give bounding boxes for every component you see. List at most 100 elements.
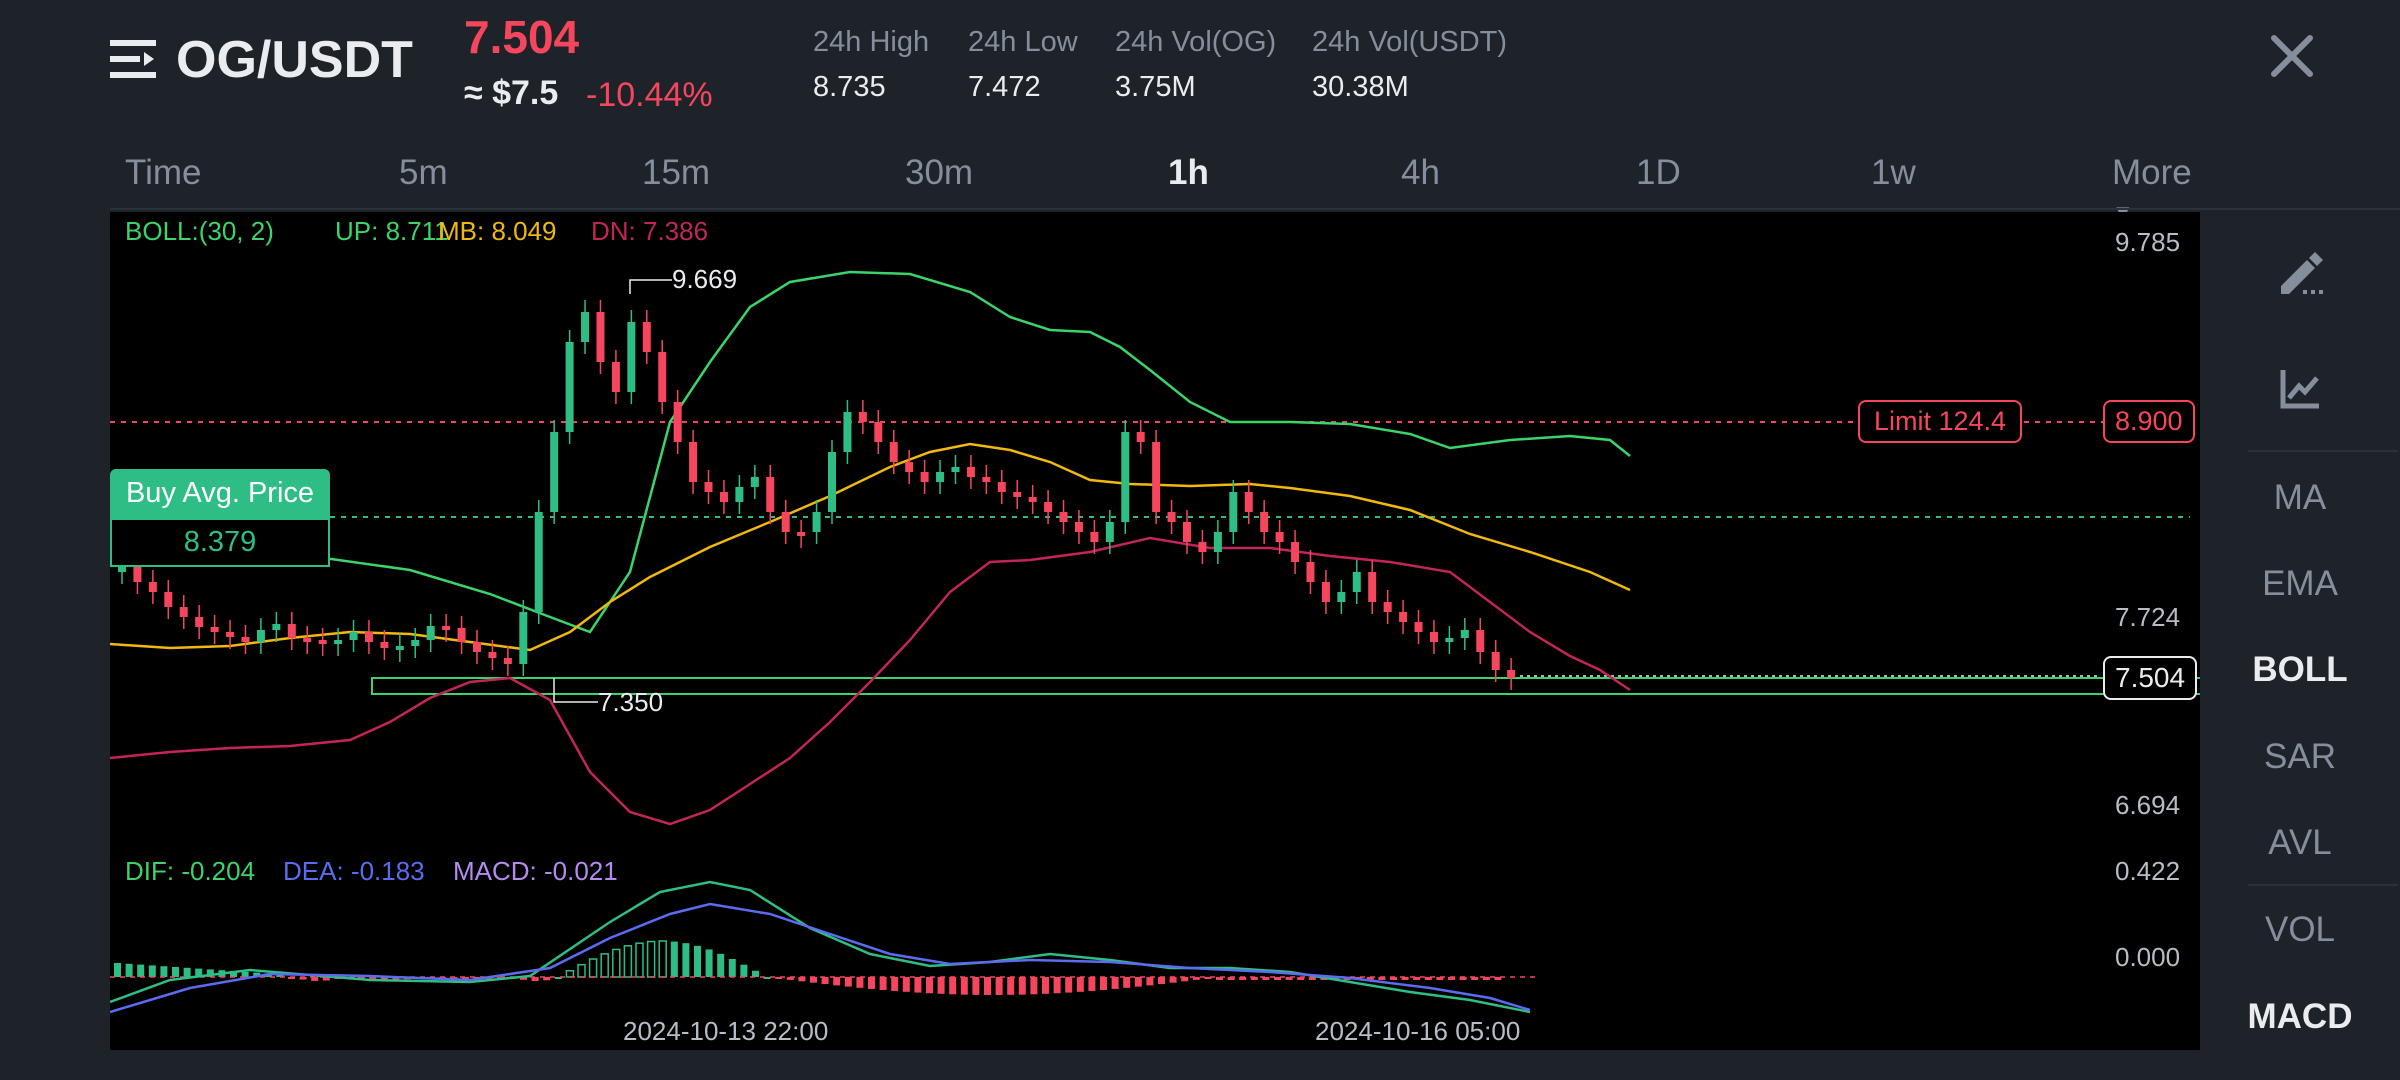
macd-bar [1239, 977, 1247, 980]
candle-body [642, 322, 651, 352]
tab-1w[interactable]: 1w [1871, 153, 1916, 192]
macd-bar [1366, 977, 1374, 980]
indicator-chart-icon[interactable] [2273, 362, 2327, 416]
sidebar-item-sar[interactable]: SAR [2264, 737, 2336, 776]
candle-body [534, 512, 543, 612]
candle-body [1291, 542, 1300, 562]
tab-4h[interactable]: 4h [1401, 153, 1440, 192]
high-price-marker: 9.669 [672, 264, 738, 294]
candle-body [442, 626, 451, 630]
trading-pair-title[interactable]: OG/USDT [176, 31, 413, 89]
candlestick-chart[interactable]: BOLL:(30, 2) UP: 8.711 MB: 8.049 DN: 7.3… [110, 212, 2200, 1050]
macd-axis-label: 0.422 [2115, 856, 2181, 886]
candle-body [1167, 512, 1176, 522]
macd-bar [868, 977, 875, 989]
tab-time[interactable]: Time [125, 153, 202, 192]
tab-1h[interactable]: 1h [1168, 153, 1209, 192]
time-axis-label: 2024-10-16 05:00 [1315, 1016, 1521, 1046]
candle-body [704, 482, 713, 492]
macd-bar [137, 964, 145, 977]
candle-body [241, 637, 250, 642]
macd-bar [902, 977, 910, 992]
stat-value: 8.735 [813, 71, 886, 103]
close-icon[interactable] [2266, 30, 2318, 82]
buy-avg-price-tag[interactable]: Buy Avg. Price 8.379 [110, 469, 330, 567]
macd-bar [763, 977, 771, 979]
candle-body [380, 642, 389, 648]
macd-bar [565, 969, 575, 978]
candle-body [828, 452, 836, 512]
sidebar-item-vol[interactable]: VOL [2264, 910, 2336, 949]
stat-value: 7.472 [968, 71, 1041, 103]
macd-bar [1204, 977, 1212, 979]
macd-bar [635, 942, 644, 978]
candle-body [1244, 492, 1253, 512]
sidebar-item-macd[interactable]: MACD [2247, 997, 2353, 1036]
candle-body [318, 640, 327, 644]
candle-body [905, 462, 914, 472]
sidebar-item-avl[interactable]: AVL [2268, 823, 2332, 862]
candle-body [936, 472, 945, 482]
indicator-sidebar: MA EMA BOLL SAR AVL VOL MACD [2200, 212, 2400, 1050]
candle-body [179, 607, 188, 617]
candle-body [1491, 652, 1500, 670]
macd-bar [357, 977, 365, 979]
macd-bar [230, 971, 237, 977]
sidebar-item-ma[interactable]: MA [2273, 478, 2327, 517]
stat-24h-high: 24h High 8.735 [813, 26, 929, 104]
macd-bar [937, 977, 945, 994]
tab-1d[interactable]: 1D [1636, 153, 1681, 192]
candle-body [673, 402, 682, 442]
candle-body [997, 482, 1006, 492]
macd-bar [752, 970, 759, 977]
macd-bar [1424, 977, 1432, 980]
draw-pen-icon[interactable] [2273, 246, 2327, 300]
macd-bar [543, 977, 551, 981]
stat-label: 24h Vol(USDT) [1312, 26, 1508, 58]
macd-bar [588, 958, 598, 978]
tab-5m[interactable]: 5m [399, 153, 448, 192]
tab-15m[interactable]: 15m [642, 153, 711, 192]
macd-bar [984, 977, 991, 995]
candle-body [812, 512, 821, 532]
price-axis-label: 6.694 [2115, 790, 2181, 820]
macd-bar [821, 977, 829, 985]
stat-value: 30.38M [1312, 71, 1409, 103]
macd-bar [1169, 977, 1177, 983]
macd-value: MACD: -0.021 [453, 856, 618, 886]
macd-dif-line [110, 880, 1531, 1014]
candle-body [1121, 432, 1130, 522]
macd-bar [1030, 977, 1038, 995]
candle-body [256, 630, 265, 642]
candle-body [889, 442, 898, 462]
macd-bar [114, 963, 121, 977]
macd-bar [926, 977, 933, 994]
usd-price: ≈ $7.5 [464, 74, 559, 112]
candle-body [1260, 512, 1269, 532]
limit-order-tag[interactable]: Limit 124.4 [1858, 400, 2023, 443]
candle-body [334, 640, 343, 644]
sidebar-item-ema[interactable]: EMA [2262, 564, 2338, 603]
macd-bar [1123, 977, 1131, 988]
current-price-tag: 7.504 [2103, 656, 2198, 700]
tab-30m[interactable]: 30m [905, 153, 974, 192]
candle-body [1229, 492, 1238, 532]
boll-lower-band [110, 536, 1631, 826]
bollinger-bands [110, 270, 1631, 826]
price-change-percent: -10.44% [586, 76, 713, 114]
candle-body [1368, 572, 1377, 602]
stat-label: 24h Low [968, 26, 1078, 58]
macd-bar [288, 977, 295, 979]
macd-bar [1482, 977, 1490, 980]
candle-body [457, 628, 466, 642]
macd-bar [1494, 977, 1502, 980]
macd-bar [658, 940, 667, 978]
macd-bar [172, 967, 179, 977]
candle-body [426, 626, 435, 640]
candle-body [550, 432, 559, 512]
macd-bar [1401, 977, 1409, 980]
candle-body [596, 312, 605, 362]
menu-list-icon[interactable] [108, 34, 160, 86]
sidebar-item-boll[interactable]: BOLL [2252, 650, 2348, 689]
candle-body [1507, 670, 1516, 678]
